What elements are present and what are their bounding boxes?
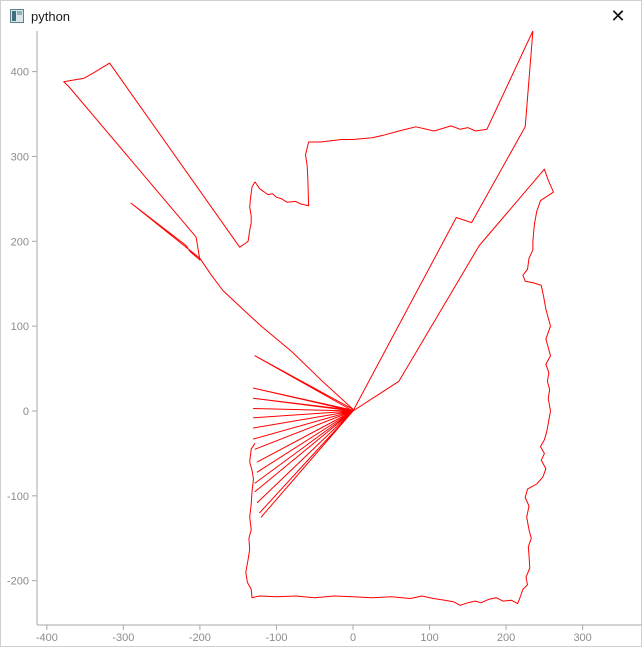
python-window-icon bbox=[10, 9, 24, 23]
x-tick-label: 100 bbox=[420, 632, 438, 644]
y-tick-label: 400 bbox=[11, 67, 29, 79]
y-tick-label: 300 bbox=[11, 151, 29, 163]
y-tick-label: -100 bbox=[7, 491, 29, 503]
x-tick-label: 300 bbox=[573, 632, 591, 644]
x-tick-label: -400 bbox=[36, 632, 58, 644]
scan-series-line bbox=[63, 30, 554, 606]
x-tick-label: -300 bbox=[112, 632, 134, 644]
close-button[interactable]: ✕ bbox=[595, 1, 641, 31]
line-chart: -400 -300 -200 -100 0 100 200 300 -200 -100 0 100 20… bbox=[7, 30, 642, 644]
close-icon: ✕ bbox=[610, 5, 626, 26]
y-tick-label: -200 bbox=[7, 576, 29, 588]
y-tick-label: 0 bbox=[23, 406, 29, 418]
title-bar[interactable]: python ✕ bbox=[1, 1, 641, 31]
window-title: python bbox=[31, 9, 71, 24]
x-tick-label: 200 bbox=[497, 632, 515, 644]
x-tick-label: -200 bbox=[189, 632, 211, 644]
x-tick-label: 0 bbox=[350, 632, 356, 644]
x-tick-label: -100 bbox=[265, 632, 287, 644]
axes: -400 -300 -200 -100 0 100 200 300 -200 -100 0 100 20… bbox=[7, 31, 642, 644]
plot-area: -400 -300 -200 -100 0 100 200 300 -200 -100 0 100 20… bbox=[1, 30, 642, 648]
series-layer bbox=[63, 30, 554, 606]
y-tick-label: 200 bbox=[11, 236, 29, 248]
y-tick-label: 100 bbox=[11, 321, 29, 333]
